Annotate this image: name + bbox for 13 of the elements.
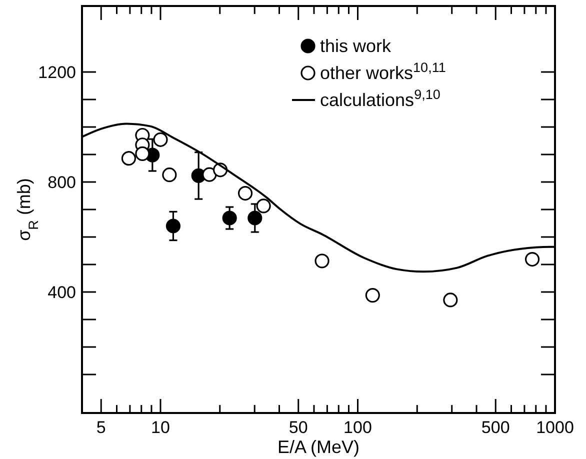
legend-label: calculations$^{9,10}$ (320, 86, 440, 110)
y-tick-label: 400 (48, 283, 76, 302)
legend-label: this work (320, 36, 392, 56)
x-tick-label: 100 (344, 418, 372, 437)
x-tick-label: 5 (96, 418, 106, 437)
y-tick-label: 800 (48, 173, 76, 192)
legend-label: other works$^{10,11}$ (320, 60, 446, 83)
x-axis-title: E/A (MeV) (277, 437, 360, 457)
x-tick-label: 500 (481, 418, 510, 437)
y-tick-label: 1200 (38, 63, 76, 82)
x-tick-label: 1000 (536, 418, 574, 437)
x-tick-label: 50 (288, 418, 308, 437)
x-tick-label: 10 (151, 418, 170, 437)
